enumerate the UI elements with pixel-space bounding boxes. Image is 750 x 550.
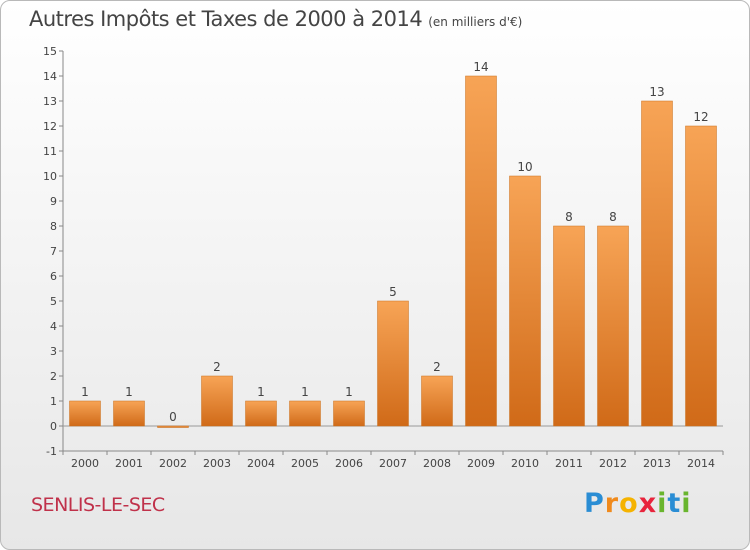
logo-letter: t [667,488,682,519]
bar [157,425,189,428]
x-tick-label: 2002 [159,457,187,470]
y-tick-label: 8 [50,220,57,233]
commune-name: SENLIS-LE-SEC [31,494,165,516]
x-tick-label: 2009 [467,457,495,470]
bar [333,400,365,427]
chart-title: Autres Impôts et Taxes de 2000 à 2014 (en… [29,7,522,31]
y-tick-label: 14 [43,70,57,83]
data-label: 2 [433,360,441,374]
y-tick-label: -1 [46,445,57,458]
y-tick-label: 4 [50,320,57,333]
logo-letter: x [638,488,658,519]
y-tick-label: 6 [50,270,57,283]
logo-letter: i [681,488,692,519]
data-label: 5 [389,285,397,299]
bar [597,225,629,427]
data-label: 8 [609,210,617,224]
y-tick-label: 5 [50,295,57,308]
y-tick-label: 2 [50,370,57,383]
y-tick-label: 0 [50,420,57,433]
bar [641,100,673,427]
data-label: 1 [257,385,265,399]
x-tick-label: 2008 [423,457,451,470]
x-tick-label: 2000 [71,457,99,470]
y-tick-label: 15 [43,45,57,58]
data-label: 10 [517,160,532,174]
logo-letter: i [657,488,668,519]
logo-letter: P [584,488,605,519]
x-tick-label: 2005 [291,457,319,470]
y-tick-label: 1 [50,395,57,408]
chart-title-text: Autres Impôts et Taxes de 2000 à 2014 [29,7,423,31]
y-tick-label: 10 [43,170,57,183]
bar [553,225,585,427]
bar [113,400,145,427]
logo-letter: o [619,488,639,519]
y-tick-label: 7 [50,245,57,258]
x-tick-label: 2013 [643,457,671,470]
data-label: 8 [565,210,573,224]
bar [421,375,453,427]
x-tick-label: 2006 [335,457,363,470]
data-label: 1 [125,385,133,399]
x-tick-label: 2010 [511,457,539,470]
x-tick-label: 2007 [379,457,407,470]
proxiti-logo: Proxiti [584,488,692,519]
data-label: 13 [649,85,664,99]
bar [201,375,233,427]
bar [289,400,321,427]
data-label: 12 [693,110,708,124]
x-tick-label: 2003 [203,457,231,470]
bar [685,125,717,427]
chart-unit: (en milliers d'€) [428,15,523,29]
x-tick-label: 2012 [599,457,627,470]
data-label: 1 [345,385,353,399]
bar [69,400,101,427]
x-tick-label: 2001 [115,457,143,470]
data-label: 0 [169,410,177,424]
data-label: 1 [301,385,309,399]
data-label: 1 [81,385,89,399]
logo-letter: r [604,488,620,519]
y-tick-label: 11 [43,145,57,158]
y-tick-label: 12 [43,120,57,133]
y-tick-label: 9 [50,195,57,208]
bar [509,175,541,427]
y-tick-label: 13 [43,95,57,108]
y-tick-label: 3 [50,345,57,358]
x-tick-label: 2004 [247,457,275,470]
bar [377,300,409,427]
bar [465,75,497,427]
bar [245,400,277,427]
data-label: 14 [473,60,488,74]
data-label: 2 [213,360,221,374]
x-tick-label: 2014 [687,457,715,470]
x-tick-label: 2011 [555,457,583,470]
